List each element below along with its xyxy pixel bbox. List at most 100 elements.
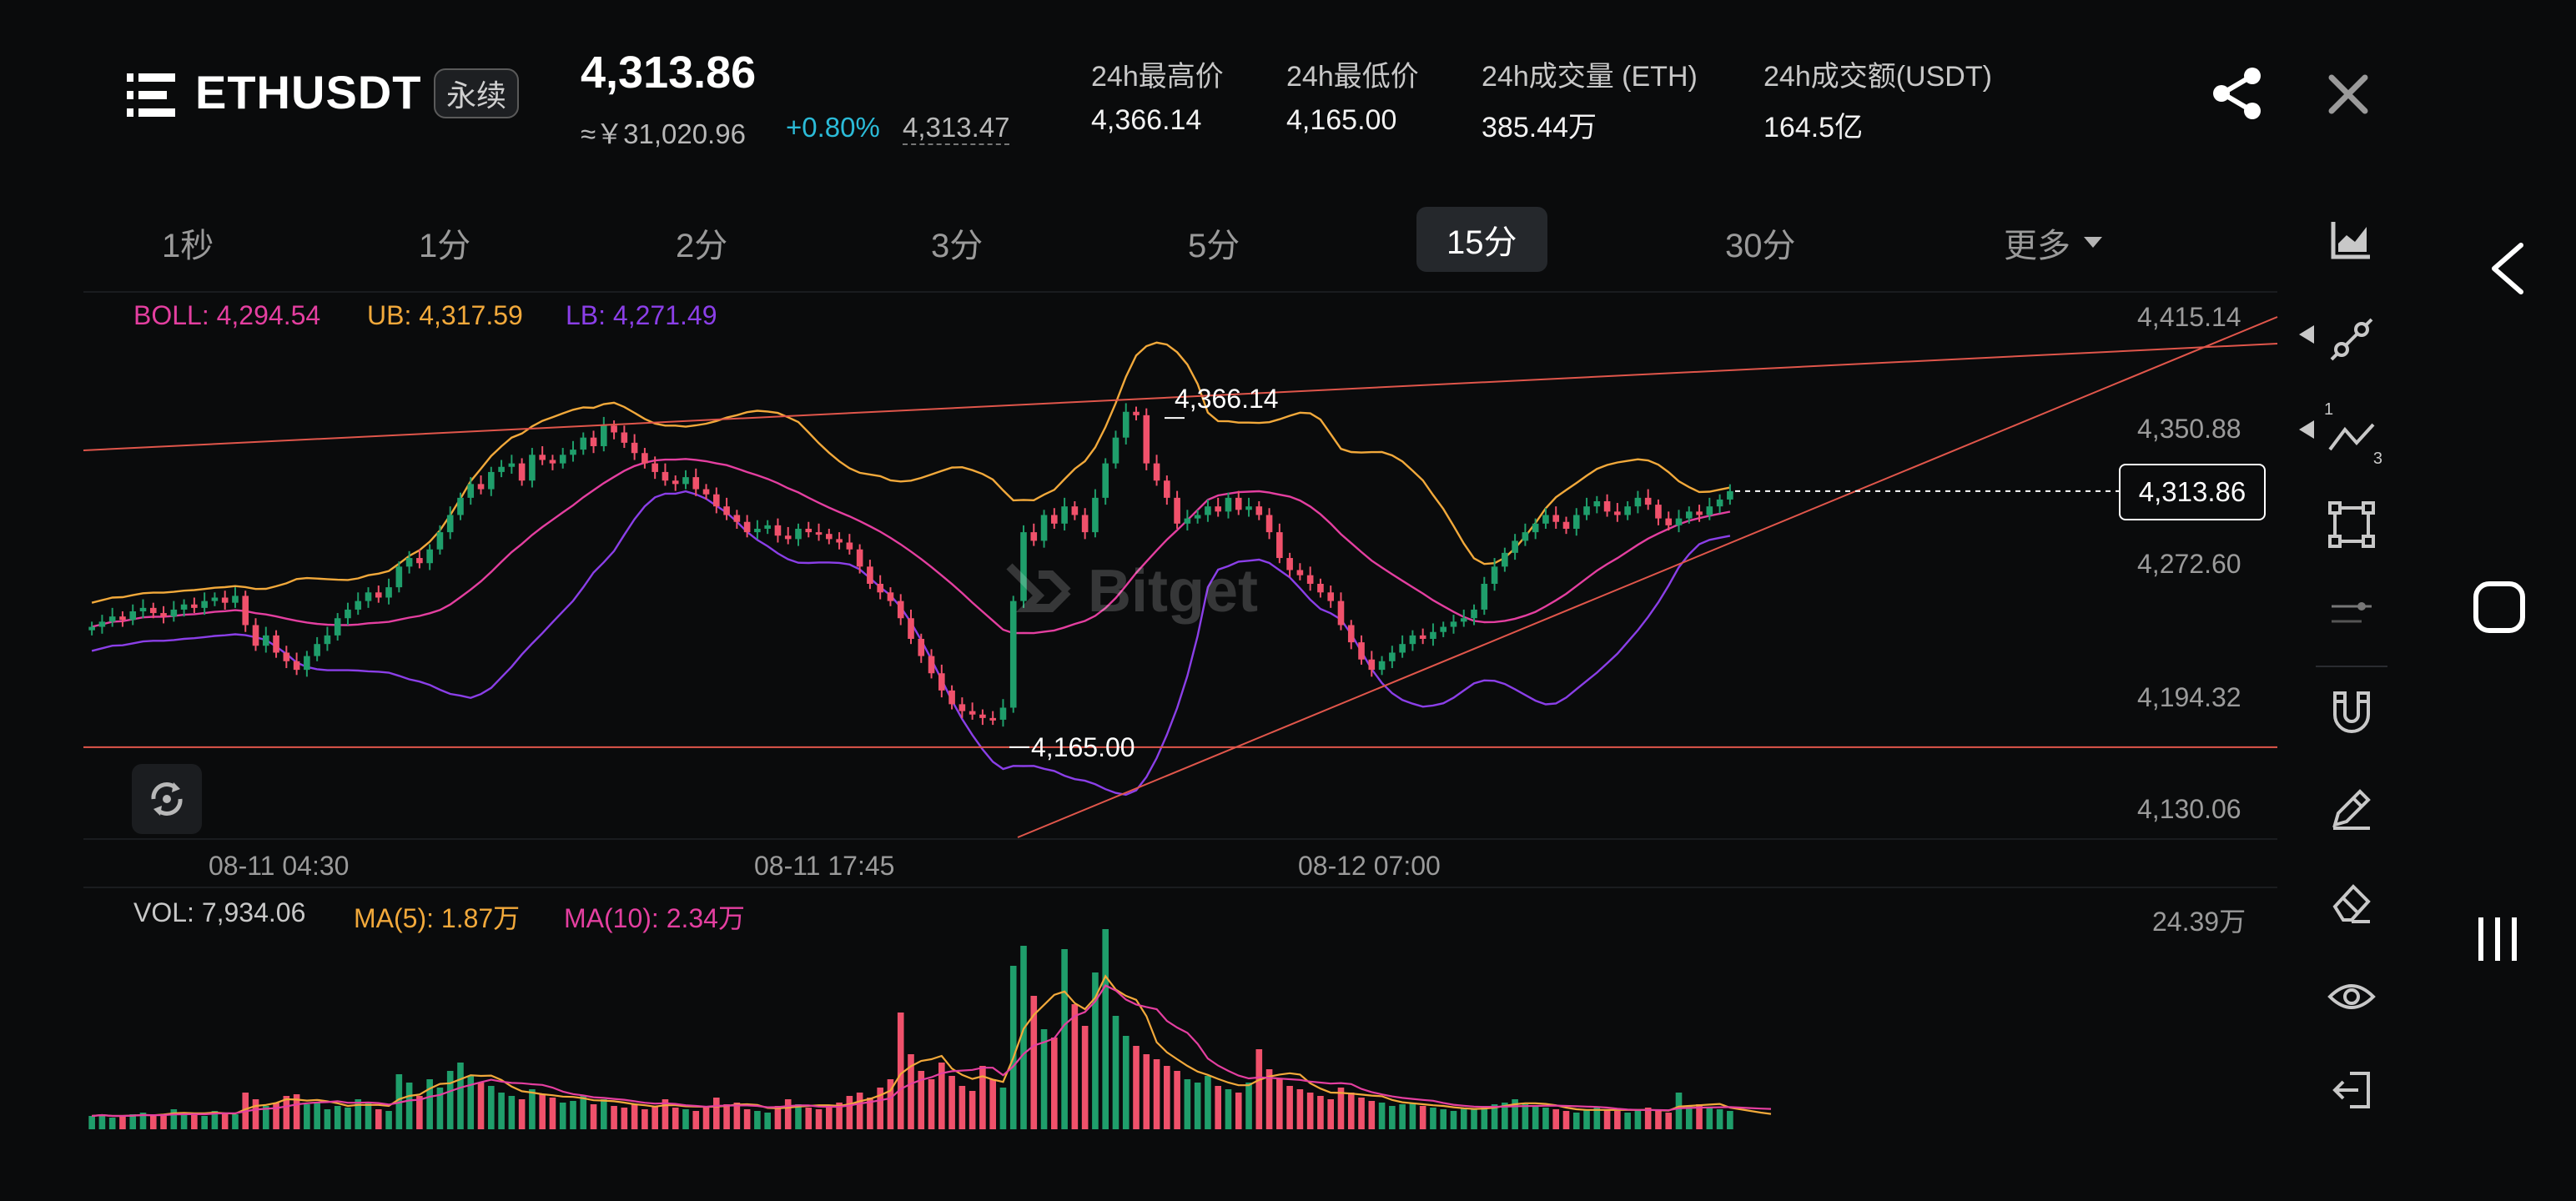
- volume-bar: [1696, 1104, 1703, 1129]
- volume-bar: [324, 1109, 331, 1129]
- tab-30m[interactable]: 30分: [1725, 228, 1796, 264]
- stat-label: 24h成交量 (ETH): [1482, 61, 1698, 93]
- tab-15m[interactable]: 15分: [1416, 207, 1547, 272]
- volume-bar: [1532, 1106, 1539, 1129]
- tab-1m[interactable]: 1分: [419, 228, 471, 264]
- volume-bar: [672, 1108, 679, 1129]
- volume-bar: [846, 1096, 853, 1129]
- candle: [1051, 515, 1058, 524]
- tab-2m[interactable]: 2分: [676, 228, 728, 264]
- polyline-tool-icon[interactable]: 1 3: [2322, 400, 2382, 468]
- volume-bar: [1265, 1069, 1273, 1129]
- candle: [1450, 621, 1457, 627]
- volume-bar: [826, 1106, 833, 1129]
- candle: [1194, 515, 1201, 519]
- candle: [1081, 515, 1089, 533]
- volume-bar: [365, 1103, 372, 1129]
- volume-bar: [743, 1109, 751, 1129]
- volume-bar: [1665, 1113, 1673, 1129]
- volume-bar: [1706, 1108, 1713, 1129]
- eye-icon[interactable]: [2322, 967, 2381, 1026]
- volume-bar: [211, 1111, 219, 1129]
- nav-back-icon[interactable]: [2488, 242, 2528, 299]
- candle: [1716, 499, 1723, 507]
- caret-down-icon: [2084, 237, 2102, 248]
- stat-label: 24h最高价: [1091, 61, 1224, 93]
- volume-bar: [1624, 1113, 1631, 1129]
- candle: [815, 532, 823, 535]
- contract-badge: 永续: [434, 68, 519, 118]
- exit-drawing-icon[interactable]: [2322, 1061, 2381, 1119]
- volume-bar: [1419, 1106, 1426, 1129]
- volume-bar: [436, 1088, 444, 1129]
- close-icon[interactable]: [2327, 73, 2369, 115]
- symbol-title[interactable]: ETHUSDT: [195, 66, 422, 118]
- magnet-icon[interactable]: [2322, 684, 2381, 742]
- trendline-tool-icon[interactable]: [2322, 310, 2381, 369]
- stat-label: 24h最低价: [1286, 61, 1419, 93]
- candle: [1235, 497, 1242, 510]
- chart-type-icon[interactable]: [2322, 210, 2381, 269]
- volume-bar: [1317, 1096, 1324, 1129]
- stat-turnover: 24h成交额(USDT) 164.5亿: [1763, 53, 1992, 145]
- nav-home-icon[interactable]: [2473, 580, 2526, 638]
- candle: [1430, 631, 1436, 639]
- reset-view-button[interactable]: [132, 764, 202, 834]
- candle: [1552, 515, 1560, 522]
- y-tick: 4,130.06: [2137, 794, 2241, 824]
- volume-bar: [1409, 1103, 1416, 1129]
- candle: [662, 471, 669, 481]
- tab-5m[interactable]: 5分: [1188, 228, 1240, 264]
- volume-bar: [1286, 1086, 1293, 1129]
- candle: [375, 592, 382, 598]
- volume-bar: [815, 1109, 823, 1129]
- candle: [1276, 532, 1283, 559]
- volume-bar: [129, 1114, 137, 1129]
- candle: [999, 707, 1007, 720]
- mark-price[interactable]: 4,313.47: [903, 112, 1010, 145]
- candle: [631, 442, 638, 454]
- volume-bar: [1491, 1104, 1498, 1129]
- candle: [938, 673, 945, 691]
- candle: [1030, 532, 1038, 541]
- stat-value: 385.44万: [1482, 112, 1597, 143]
- menu-icon[interactable]: [127, 72, 177, 118]
- rectangle-tool-icon[interactable]: [2322, 495, 2381, 554]
- volume-bar: [764, 1113, 771, 1129]
- candle: [283, 652, 290, 661]
- volume-bar: [1440, 1109, 1447, 1129]
- eraser-icon[interactable]: [2322, 872, 2381, 931]
- volume-bar: [1009, 966, 1017, 1129]
- candle: [1655, 505, 1662, 519]
- volume-bar: [355, 1099, 362, 1129]
- tab-1s[interactable]: 1秒: [162, 228, 214, 264]
- volume-bar: [1572, 1113, 1580, 1129]
- tab-more[interactable]: 更多: [2004, 219, 2102, 267]
- settings-slider-icon[interactable]: [2322, 584, 2381, 642]
- nav-recents-icon[interactable]: [2474, 914, 2521, 968]
- boll-middle-line: [91, 458, 1731, 635]
- cny-price: ≈￥31,020.96: [581, 118, 746, 149]
- candle: [908, 618, 914, 639]
- candle: [1205, 506, 1211, 515]
- candle: [1572, 515, 1580, 529]
- volume-bar: [836, 1103, 843, 1129]
- candle: [1378, 661, 1386, 671]
- volume-bar: [1122, 1036, 1130, 1129]
- pencil-icon[interactable]: [2322, 779, 2381, 837]
- volume-bar: [405, 1083, 413, 1129]
- candle: [733, 515, 741, 522]
- stat-value: 164.5亿: [1763, 112, 1864, 143]
- tab-3m[interactable]: 3分: [931, 228, 984, 264]
- candle: [180, 604, 188, 610]
- share-icon[interactable]: [2211, 67, 2264, 120]
- candle: [549, 460, 556, 464]
- candle: [416, 558, 423, 564]
- candle: [211, 597, 219, 601]
- high-annotation: 4,366.14: [1175, 384, 1279, 414]
- volume-bar: [1583, 1109, 1590, 1129]
- volume-bar: [1327, 1099, 1335, 1129]
- candle: [221, 597, 229, 603]
- volume-bar: [887, 1079, 894, 1129]
